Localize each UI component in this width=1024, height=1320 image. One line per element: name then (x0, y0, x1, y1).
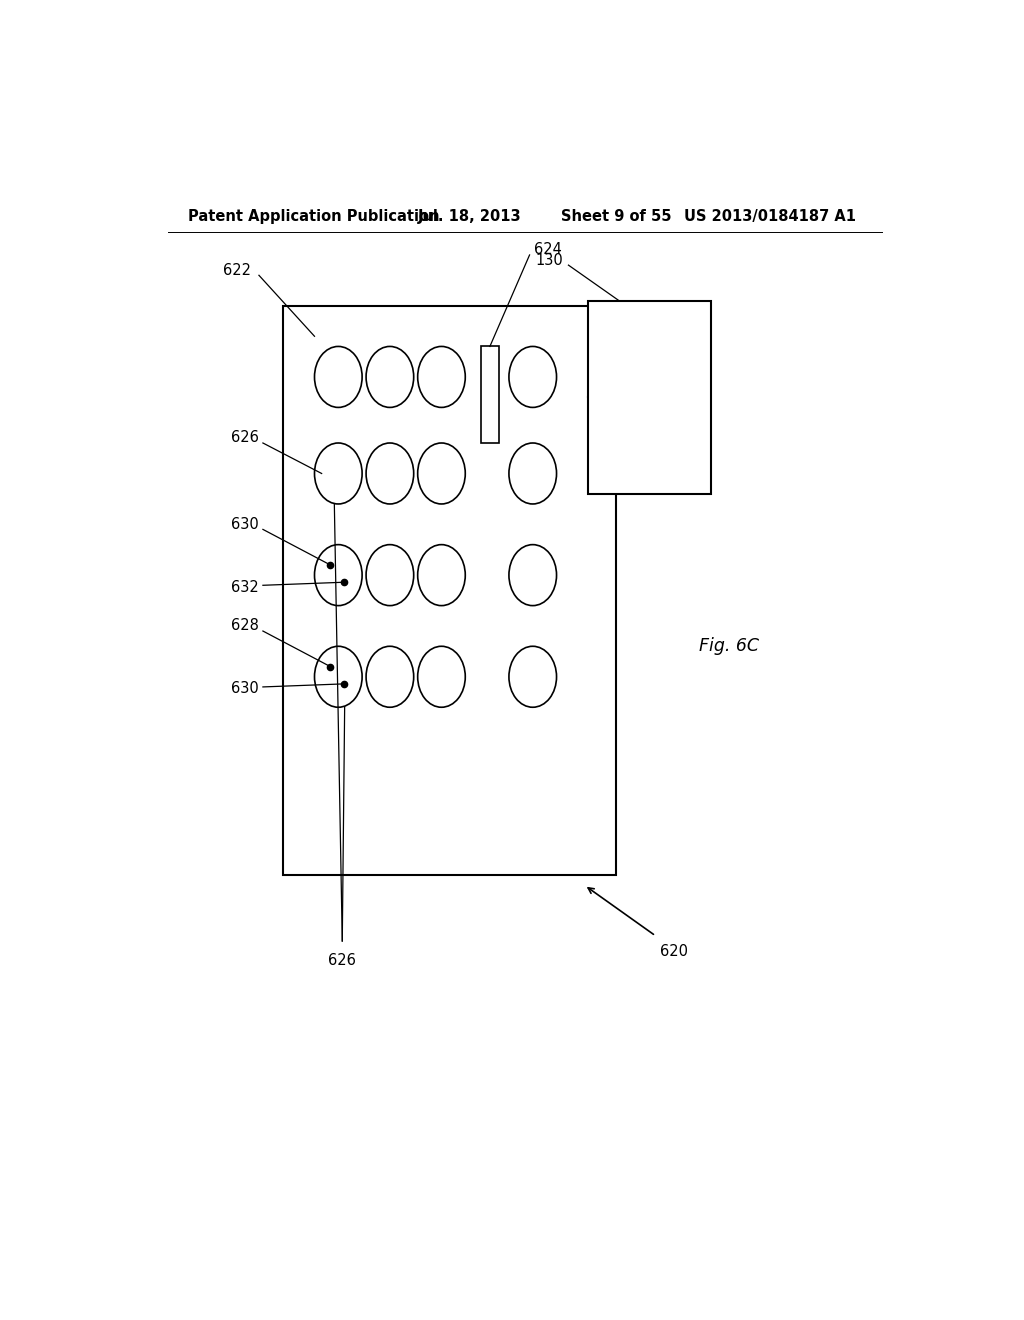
Text: Fig. 6C: Fig. 6C (699, 638, 760, 655)
Text: US 2013/0184187 A1: US 2013/0184187 A1 (684, 209, 855, 224)
Bar (283, 306, 616, 875)
Text: Jul. 18, 2013: Jul. 18, 2013 (418, 209, 521, 224)
Text: 630: 630 (231, 517, 259, 532)
Text: 130: 130 (536, 252, 563, 268)
Text: Sheet 9 of 55: Sheet 9 of 55 (560, 209, 671, 224)
Text: 632: 632 (231, 579, 259, 595)
Bar (588, 301, 712, 494)
Text: 624: 624 (534, 243, 561, 257)
Text: 622: 622 (223, 263, 251, 277)
Text: Patent Application Publication: Patent Application Publication (187, 209, 439, 224)
Bar (481, 346, 499, 444)
Text: 628: 628 (231, 619, 259, 634)
Text: 620: 620 (659, 944, 688, 960)
Text: 626: 626 (329, 953, 356, 969)
Text: 630: 630 (231, 681, 259, 697)
Text: 626: 626 (231, 430, 259, 445)
